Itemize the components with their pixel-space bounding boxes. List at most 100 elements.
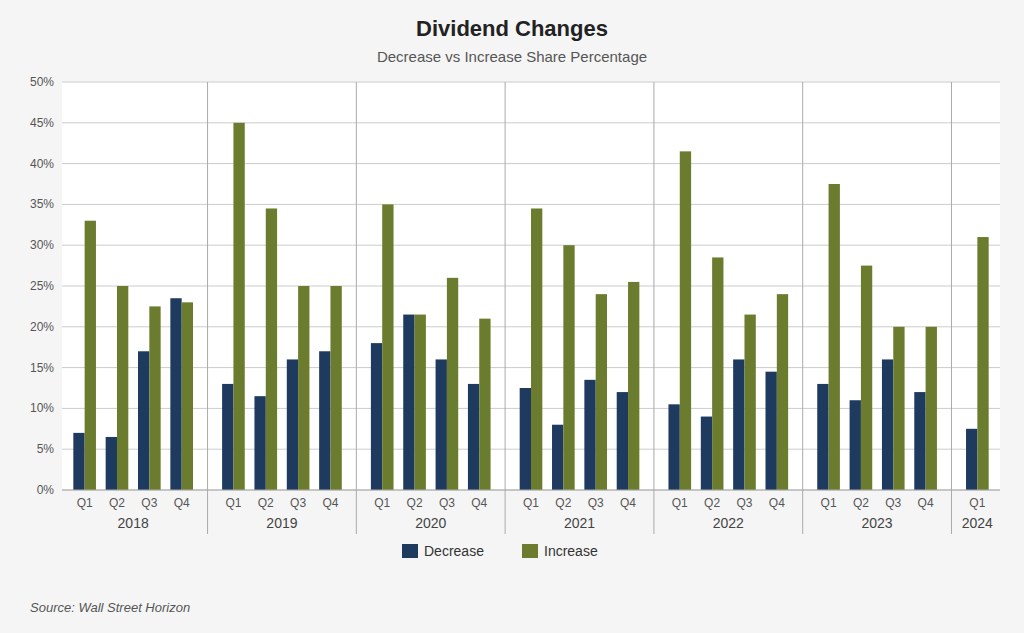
group-divider	[356, 82, 357, 534]
bar	[170, 298, 181, 490]
bar	[563, 245, 574, 490]
x-tick-label: Q1	[523, 496, 539, 510]
x-tick-label: Q3	[885, 496, 901, 510]
y-tick-label: 45%	[30, 116, 54, 130]
legend: DecreaseIncrease	[402, 543, 598, 559]
bar	[73, 433, 84, 490]
grid-line	[62, 490, 1000, 491]
bar	[882, 359, 893, 490]
bar	[138, 351, 149, 490]
bar	[233, 123, 244, 490]
bar	[766, 372, 777, 490]
bar	[701, 417, 712, 490]
group-label: 2020	[415, 515, 446, 531]
y-tick-label: 10%	[30, 401, 54, 415]
x-tick-label: Q2	[853, 496, 869, 510]
group-divider	[951, 82, 952, 534]
x-tick-label: Q3	[588, 496, 604, 510]
group-label: 2019	[266, 515, 297, 531]
bar	[447, 278, 458, 490]
legend-swatch	[402, 544, 418, 558]
bar	[552, 425, 563, 490]
x-tick-label: Q1	[672, 496, 688, 510]
bar	[817, 384, 828, 490]
x-tick-label: Q3	[290, 496, 306, 510]
x-tick-label: Q2	[258, 496, 274, 510]
group-label: 2021	[564, 515, 595, 531]
x-tick-label: Q4	[918, 496, 934, 510]
bar	[298, 286, 309, 490]
bar	[149, 306, 160, 490]
bar	[85, 221, 96, 490]
x-tick-label: Q1	[77, 496, 93, 510]
group-label: 2024	[962, 515, 993, 531]
x-tick-label: Q4	[471, 496, 487, 510]
x-axis-line	[62, 490, 1000, 491]
x-tick-label: Q2	[109, 496, 125, 510]
x-tick-label: Q4	[769, 496, 785, 510]
x-tick-label: Q3	[439, 496, 455, 510]
bar	[319, 351, 330, 490]
grid-line	[62, 163, 1000, 164]
x-tick-label: Q2	[704, 496, 720, 510]
chart: Dividend Changes Decrease vs Increase Sha…	[0, 0, 1024, 633]
background	[0, 0, 1024, 633]
bar	[777, 294, 788, 490]
bar	[415, 315, 426, 490]
bar	[584, 380, 595, 490]
x-tick-label: Q3	[736, 496, 752, 510]
bar	[596, 294, 607, 490]
bar	[468, 384, 479, 490]
grid-line	[62, 82, 1000, 83]
subtitle: Decrease vs Increase Share Percentage	[377, 48, 647, 65]
bar	[914, 392, 925, 490]
bar	[479, 319, 490, 490]
group-divider	[802, 82, 803, 534]
x-tick-label: Q1	[821, 496, 837, 510]
bar	[733, 359, 744, 490]
bar	[712, 257, 723, 490]
bar	[371, 343, 382, 490]
bar	[861, 266, 872, 490]
bar	[829, 184, 840, 490]
x-tick-label: Q4	[174, 496, 190, 510]
y-axis: 0%5%10%15%20%25%30%35%40%45%50%	[30, 75, 1000, 497]
bar	[531, 208, 542, 490]
y-tick-label: 15%	[30, 361, 54, 375]
group-divider	[207, 82, 208, 534]
bar	[222, 384, 233, 490]
bar	[287, 359, 298, 490]
bar	[403, 315, 414, 490]
bar	[330, 286, 341, 490]
x-tick-label: Q1	[374, 496, 390, 510]
group-divider	[653, 82, 654, 534]
group-label: 2022	[713, 515, 744, 531]
bar	[680, 151, 691, 490]
plot-area	[62, 82, 1000, 490]
y-tick-label: 5%	[37, 442, 55, 456]
bar	[668, 404, 679, 490]
x-axis: Q1Q2Q3Q4Q1Q2Q3Q4Q1Q2Q3Q4Q1Q2Q3Q4Q1Q2Q3Q4…	[77, 496, 994, 531]
title: Dividend Changes	[416, 16, 608, 41]
y-tick-label: 40%	[30, 157, 54, 171]
bar	[966, 429, 977, 490]
bar	[266, 208, 277, 490]
y-tick-label: 35%	[30, 197, 54, 211]
legend-swatch	[522, 544, 538, 558]
bar	[117, 286, 128, 490]
x-tick-label: Q1	[969, 496, 985, 510]
group-divider	[505, 82, 506, 534]
source: Source: Wall Street Horizon	[30, 600, 190, 615]
group-label: 2023	[862, 515, 893, 531]
bar	[628, 282, 639, 490]
y-tick-label: 0%	[37, 483, 55, 497]
y-tick-label: 50%	[30, 75, 54, 89]
x-tick-label: Q4	[620, 496, 636, 510]
y-tick-label: 20%	[30, 320, 54, 334]
x-tick-label: Q3	[141, 496, 157, 510]
legend-label: Increase	[544, 543, 598, 559]
bar	[520, 388, 531, 490]
bar	[254, 396, 265, 490]
bar	[977, 237, 988, 490]
x-tick-label: Q4	[322, 496, 338, 510]
